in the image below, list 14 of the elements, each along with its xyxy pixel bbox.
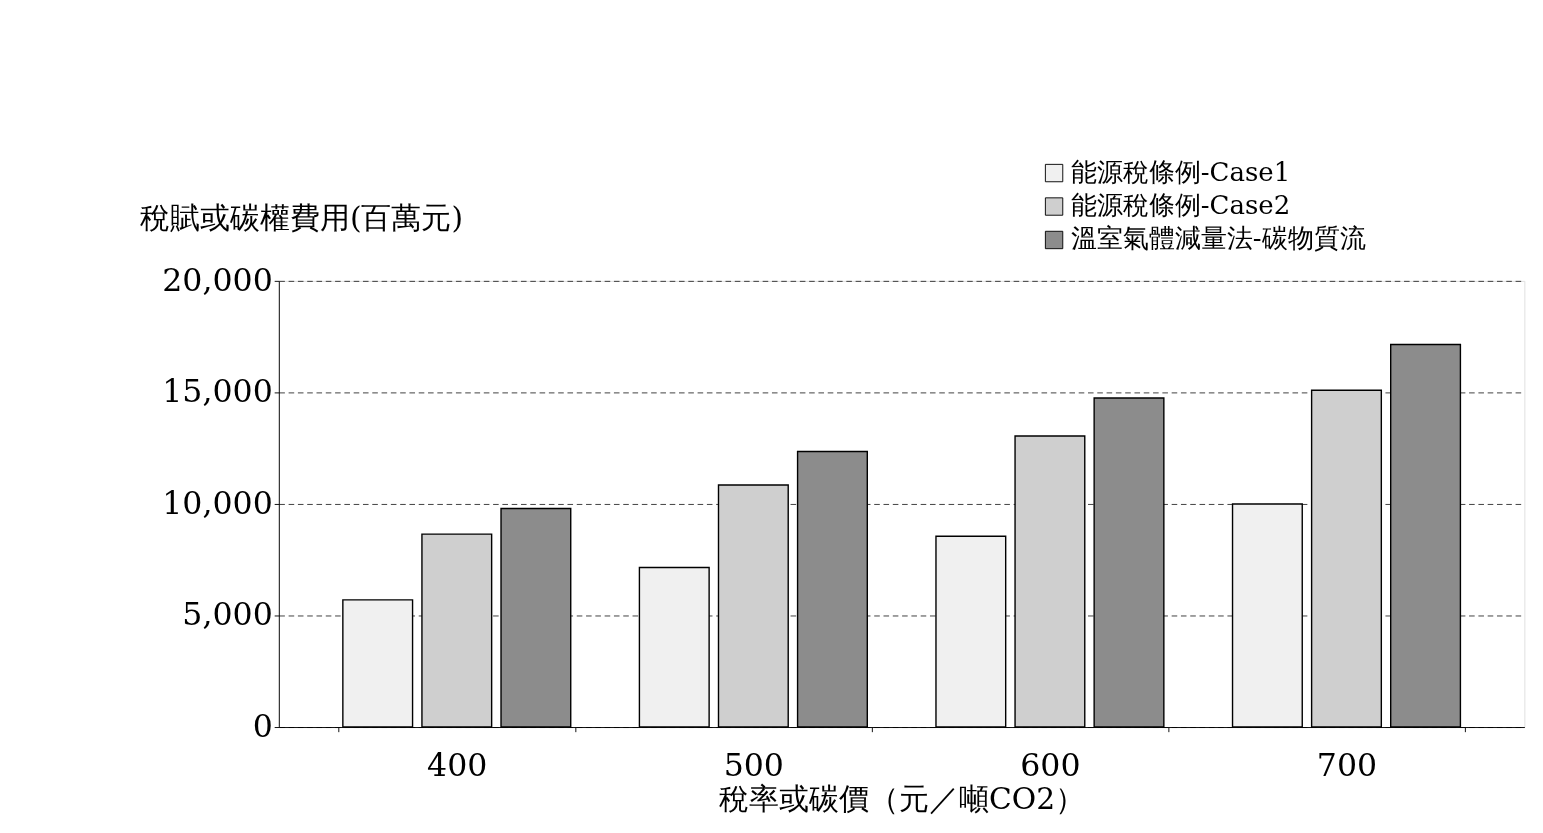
y-tick-label: 20,000 bbox=[162, 261, 273, 298]
y-tick-label: 5,000 bbox=[182, 596, 273, 633]
legend-label: 能源稅條例-Case1 bbox=[1070, 156, 1291, 187]
x-tick-label: 700 bbox=[1316, 746, 1378, 783]
legend-label: 溫室氣體減量法-碳物質流 bbox=[1070, 223, 1366, 254]
x-tick-label: 500 bbox=[723, 746, 784, 783]
x-axis-title: 稅率或碳價（元／噸CO2） bbox=[719, 781, 1086, 817]
y-tick-label: 15,000 bbox=[162, 373, 273, 410]
legend-label: 能源稅條例-Case2 bbox=[1070, 189, 1291, 220]
y-tick-label: 0 bbox=[252, 707, 273, 744]
x-tick-label: 400 bbox=[427, 746, 488, 783]
x-tick-label: 600 bbox=[1020, 746, 1081, 783]
y-axis-title: 稅賦或碳權費用(百萬元) bbox=[139, 200, 464, 236]
y-tick-label: 10,000 bbox=[162, 484, 273, 521]
